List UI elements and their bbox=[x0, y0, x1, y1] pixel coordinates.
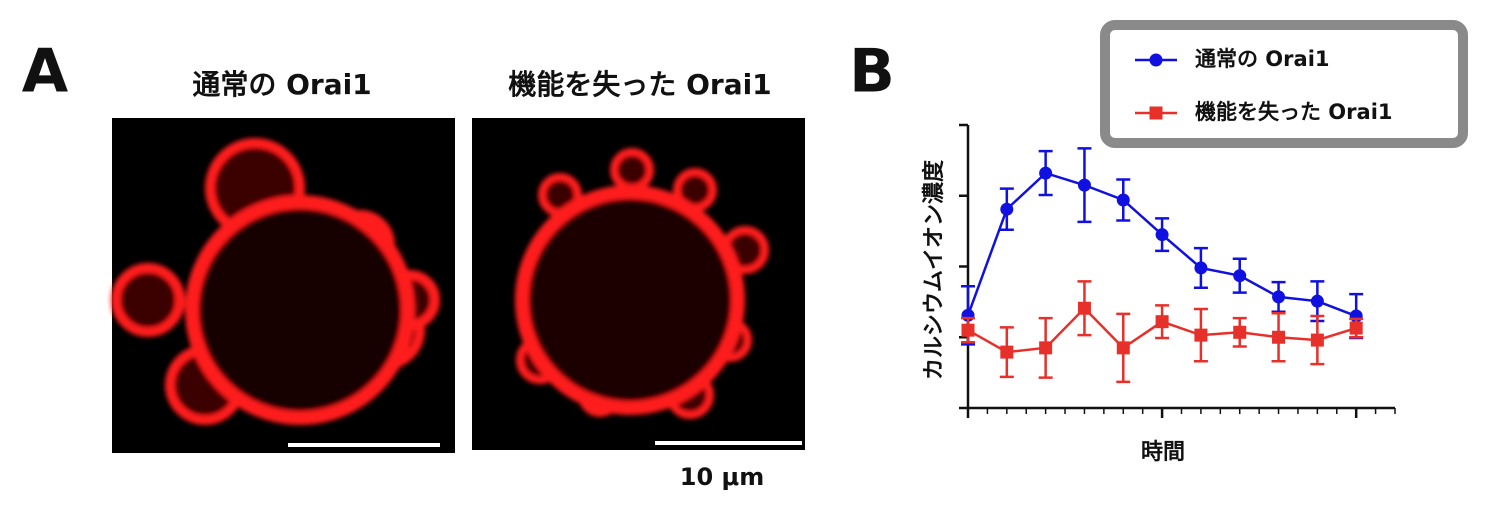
data-point bbox=[1155, 228, 1169, 242]
data-point bbox=[1233, 325, 1247, 339]
y-axis-label: カルシウムイオン濃度 bbox=[921, 159, 947, 380]
data-point bbox=[1194, 328, 1208, 342]
data-point bbox=[1077, 178, 1091, 192]
panel-label: A bbox=[22, 37, 69, 107]
image-title: 機能を失った Orai1 bbox=[508, 68, 771, 101]
data-point bbox=[1116, 193, 1130, 207]
legend-marker bbox=[1149, 53, 1163, 67]
micrograph bbox=[111, 118, 455, 453]
x-axis-label: 時間 bbox=[1141, 440, 1185, 465]
legend-label: 機能を失った Orai1 bbox=[1195, 100, 1393, 124]
data-point bbox=[1077, 301, 1091, 315]
micrograph bbox=[472, 118, 805, 450]
scale-bar-label: 10 μm bbox=[680, 463, 764, 491]
data-point bbox=[1039, 341, 1053, 355]
data-point bbox=[1000, 202, 1014, 216]
data-point bbox=[961, 323, 975, 337]
data-point bbox=[1155, 315, 1169, 329]
data-point bbox=[1039, 166, 1053, 180]
data-point bbox=[1272, 290, 1286, 304]
panel-label: B bbox=[849, 37, 895, 107]
image-title: 通常の Orai1 bbox=[192, 68, 371, 101]
data-point bbox=[1310, 294, 1324, 308]
data-point bbox=[1349, 321, 1363, 335]
legend-box bbox=[1100, 20, 1468, 148]
data-point bbox=[1116, 341, 1130, 355]
data-point bbox=[1310, 333, 1324, 347]
legend-label: 通常の Orai1 bbox=[1195, 47, 1330, 71]
legend-marker bbox=[1149, 106, 1163, 120]
data-point bbox=[1272, 330, 1286, 344]
data-point bbox=[1233, 269, 1247, 283]
data-point bbox=[1194, 261, 1208, 275]
data-point bbox=[1000, 345, 1014, 359]
